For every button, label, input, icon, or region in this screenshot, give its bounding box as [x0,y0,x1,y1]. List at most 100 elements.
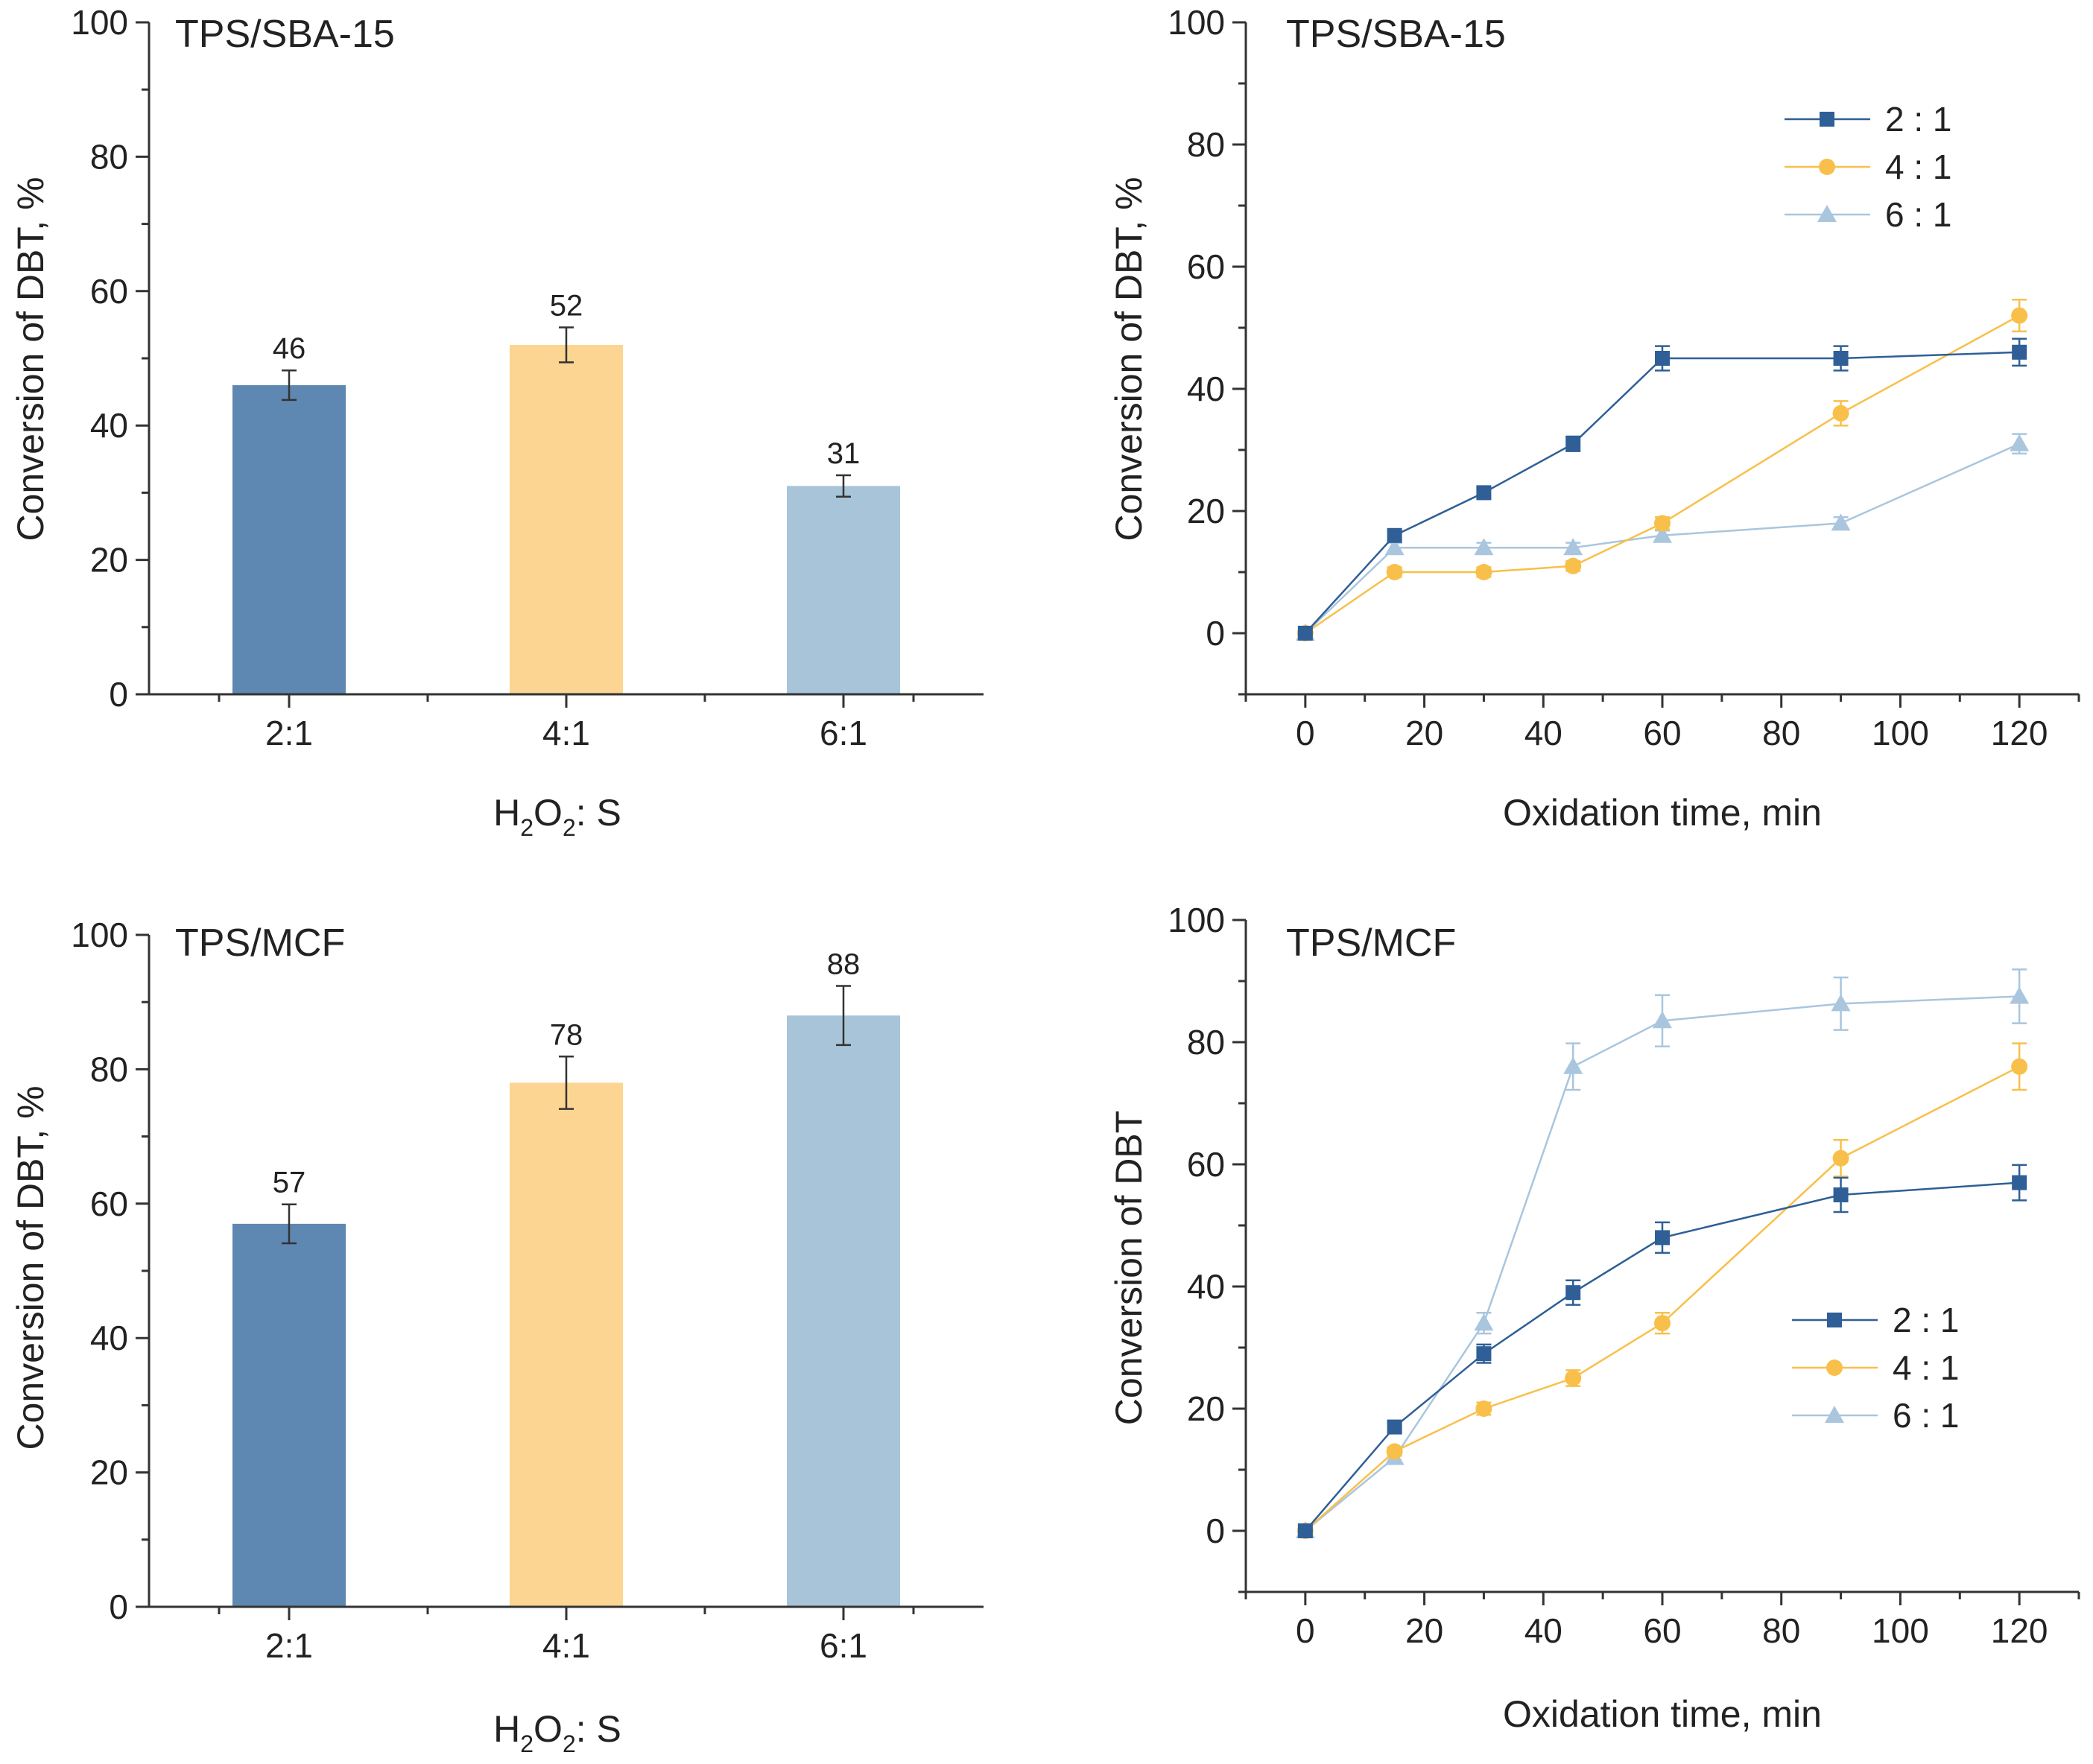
bar-4-1 [510,344,623,694]
series-point [1474,538,1494,556]
series-point [1654,515,1671,532]
bar-value-label: 46 [273,332,306,365]
panel-title: TPS/MCF [1286,921,1456,965]
series-point [1831,513,1851,531]
series-point [1387,1419,1402,1435]
legend-item: 6 : 1 [1785,195,1952,234]
bar-error-bar [282,1203,297,1245]
y-tick-label: 80 [1187,125,1225,164]
panel-bar-tps-mcf: TPS/MCF Conversion of DBT, % H2O2: S 577… [10,916,984,1757]
legend-marker [1825,1406,1844,1423]
panel-bar-tps-sba15: TPS/SBA-15 Conversion of DBT, % H2O2: S … [10,3,984,841]
bar-value-label: 52 [550,290,583,323]
y-tick-label: 100 [71,3,128,42]
x-tick-label: 60 [1643,1611,1681,1650]
series-2-1 [1297,1164,2027,1538]
x-tick-label: 20 [1405,714,1443,752]
y-tick-label: 60 [1187,1145,1225,1184]
bar-value-label: 57 [273,1167,306,1199]
x-tick-label: 6:1 [820,714,867,752]
series-point [1831,994,1851,1012]
y-tick-label: 0 [1206,1511,1225,1550]
x-tick-label: 0 [1296,714,1315,752]
y-axis-title: Conversion of DBT, % [10,1085,51,1450]
series-point [1565,1285,1581,1301]
series-point [1387,527,1402,543]
y-tick-label: 80 [1187,1023,1225,1062]
y-tick-label: 60 [90,1184,128,1223]
series-point [2011,307,2028,324]
legend-item: 6 : 1 [1792,1396,1960,1435]
x-axis-title: H2O2: S [493,1708,621,1757]
x-tick-label: 6:1 [820,1626,867,1665]
legend-item: 4 : 1 [1785,147,1952,186]
x-axis-title: Oxidation time, min [1503,792,1822,834]
x-axis-title-o: O [533,792,563,834]
x-axis-title-s: : S [576,1708,621,1750]
y-axis-title: Conversion of DBT [1108,1111,1150,1425]
x-axis-title: Oxidation time, min [1503,1693,1822,1735]
y-tick-label: 80 [90,137,128,176]
series-4-1 [1296,299,2028,641]
bar-value-label: 31 [827,437,861,470]
y-tick-label: 40 [90,1319,128,1357]
series-4-1 [1296,1042,2028,1539]
legend-item: 2 : 1 [1792,1301,1960,1339]
y-tick-label: 100 [71,916,128,954]
y-tick-label: 20 [1187,492,1225,530]
y-tick-label: 100 [1168,901,1225,939]
y-tick-label: 0 [109,675,128,714]
panel-line-tps-sba15: TPS/SBA-15 Conversion of DBT, % Oxidatio… [1108,3,2080,834]
series-point [1475,1400,1492,1417]
bar-error-bar [559,326,574,364]
x-tick-label: 2:1 [265,1626,313,1665]
x-tick-label: 0 [1296,1611,1315,1650]
series-point [1386,564,1403,580]
bar-error-bar [559,1056,574,1110]
series-point [2011,1058,2028,1075]
series-6-1 [1295,433,2030,641]
x-axis-title-sub2: 2 [563,814,576,841]
series-point [1655,1230,1670,1246]
x-tick-label: 40 [1524,714,1562,752]
panel-title: TPS/SBA-15 [1286,13,1506,56]
series-point [1563,538,1583,556]
y-tick-label: 20 [1187,1389,1225,1428]
legend-marker [1819,159,1835,175]
x-tick-label: 60 [1643,714,1681,752]
series-point [1655,351,1670,366]
bar-error-bar [282,369,297,402]
bar-6-1 [787,1015,900,1607]
legend-marker [1820,112,1834,127]
x-axis-title-sub1: 2 [520,814,533,841]
y-tick-label: 40 [1187,1267,1225,1306]
legend-marker [1817,205,1837,222]
legend-marker [1826,1360,1843,1376]
y-tick-label: 100 [1168,3,1225,42]
x-tick-label: 100 [1872,714,1929,752]
bar-2-1 [232,385,346,694]
series-point [1832,404,1849,422]
legend-marker [1827,1313,1842,1327]
series-point [1833,1187,1849,1202]
x-tick-label: 80 [1762,1611,1800,1650]
series-point [1653,525,1672,543]
x-axis-title: H2O2: S [493,792,621,841]
bar-value-label: 78 [550,1018,583,1051]
series-2-1 [1297,337,2027,641]
series-point [1832,1149,1849,1167]
series-point [1475,564,1492,580]
bar-error-bar [836,474,851,498]
series-point [1565,436,1581,451]
y-tick-label: 40 [90,406,128,445]
series-point [1654,1315,1671,1332]
bar-6-1 [787,486,900,694]
x-tick-label: 100 [1872,1611,1929,1650]
x-axis-title-s: : S [576,792,621,834]
series-point [1297,626,1313,641]
x-axis-title-sub2: 2 [563,1730,576,1757]
bar-4-1 [510,1082,623,1607]
legend-item: 4 : 1 [1792,1348,1960,1387]
series-point [1386,1443,1403,1460]
